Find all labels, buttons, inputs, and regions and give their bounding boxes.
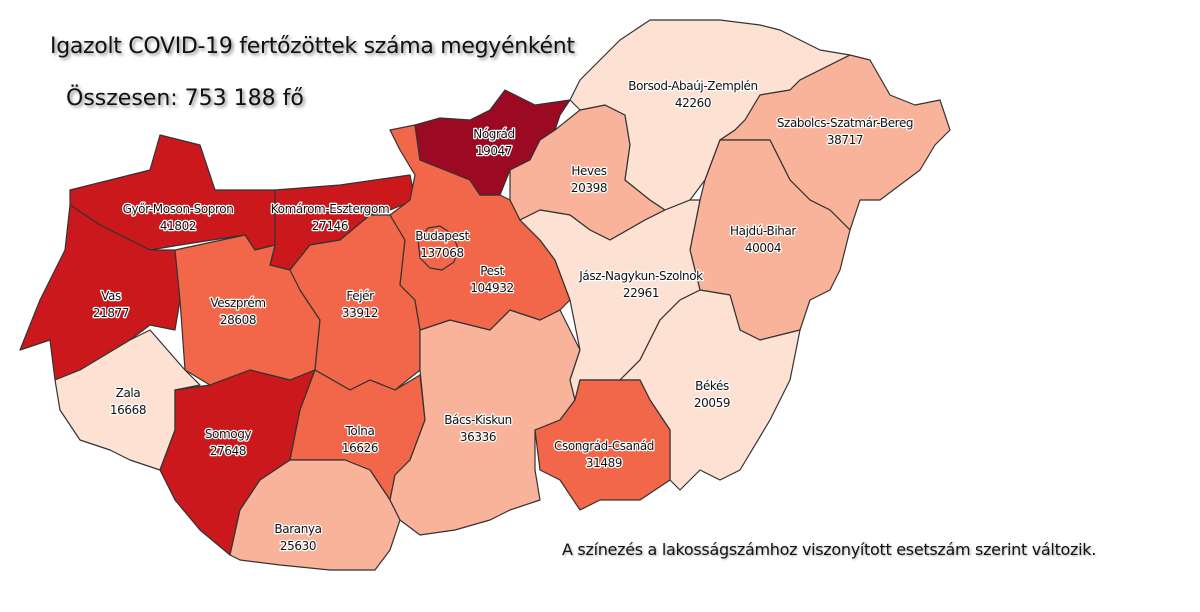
county-value-label: 20398 xyxy=(571,181,607,195)
county-budapest xyxy=(417,225,459,271)
county-name-label: Baranya xyxy=(274,522,321,536)
county-name-label: Békés xyxy=(695,379,729,393)
map-title: Igazolt COVID-19 fertőzöttek száma megyé… xyxy=(50,34,575,59)
county-name-label: Tolna xyxy=(345,424,375,438)
county-value-label: 104932 xyxy=(470,281,513,295)
county-name-label: Győr-Moson-Sopron xyxy=(123,202,234,216)
county-value-label: 38717 xyxy=(827,133,863,147)
county-value-label: 25630 xyxy=(280,539,316,553)
county-name-label: Pest xyxy=(480,264,504,278)
county-value-label: 21877 xyxy=(93,306,129,320)
county-value-label: 42260 xyxy=(675,96,711,110)
county-value-label: 22961 xyxy=(623,286,659,300)
county-value-label: 36336 xyxy=(460,430,496,444)
county-name-label: Vas xyxy=(101,289,121,303)
county-name-label: Nógrád xyxy=(473,127,514,141)
county-value-label: 28608 xyxy=(220,313,256,327)
county-name-label: Szabolcs-Szatmár-Bereg xyxy=(777,116,913,130)
county-value-label: 137068 xyxy=(420,246,463,260)
county-name-label: Bács-Kiskun xyxy=(444,413,512,427)
county-value-label: 31489 xyxy=(586,456,622,470)
county-name-label: Fejér xyxy=(346,289,374,303)
county-value-label: 27648 xyxy=(210,444,246,458)
county-name-label: Komárom-Esztergom xyxy=(271,202,389,216)
county-value-label: 20059 xyxy=(694,396,730,410)
county-value-label: 33912 xyxy=(342,306,378,320)
county-value-label: 16626 xyxy=(342,441,378,455)
county-value-label: 16668 xyxy=(110,403,146,417)
county-name-label: Hajdú-Bihar xyxy=(730,224,796,238)
county-name-label: Csongrád-Csanád xyxy=(554,439,654,453)
county-name-label: Borsod-Abaúj-Zemplén xyxy=(628,79,757,93)
color-note: A színezés a lakosságszámhoz viszonyítot… xyxy=(562,540,1097,559)
county-value-label: 40004 xyxy=(745,241,781,255)
county-csongrad-csanad xyxy=(534,379,671,511)
county-value-label: 19047 xyxy=(476,144,512,158)
total-count: Összesen: 753 188 fő xyxy=(66,86,304,111)
county-name-label: Heves xyxy=(571,164,606,178)
county-name-label: Zala xyxy=(116,386,141,400)
county-name-label: Budapest xyxy=(415,229,469,243)
county-value-label: 41802 xyxy=(160,219,196,233)
county-name-label: Somogy xyxy=(205,427,252,441)
county-value-label: 27146 xyxy=(312,219,348,233)
county-name-label: Veszprém xyxy=(210,296,265,310)
county-name-label: Jász-Nagykun-Szolnok xyxy=(578,269,703,283)
